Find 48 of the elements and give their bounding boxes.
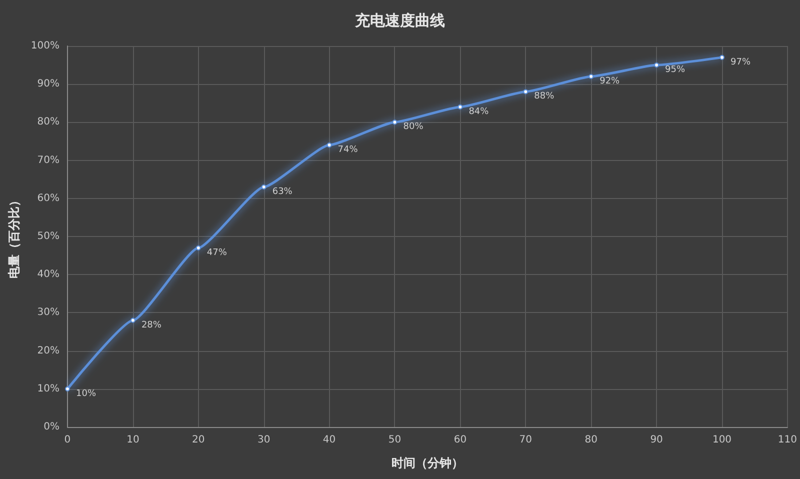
x-tick-label: 40 — [322, 434, 336, 446]
y-tick-label: 10% — [37, 383, 60, 394]
point — [196, 245, 201, 250]
y-tick-label: 20% — [37, 345, 60, 356]
data-label: 80% — [403, 122, 424, 132]
point — [588, 74, 594, 79]
data-label: 28% — [141, 320, 162, 330]
point — [654, 62, 660, 68]
y-tick-label: 60% — [37, 192, 60, 204]
x-tick-label: 100 — [712, 434, 732, 446]
y-tick-label: 50% — [37, 231, 60, 242]
x-tick-label: 110 — [778, 434, 798, 446]
point — [261, 184, 266, 190]
chart-title: 充电速度曲线 — [354, 12, 445, 30]
data-label: 95% — [665, 65, 686, 76]
data-label: 97% — [730, 57, 751, 68]
data-label: 84% — [468, 106, 490, 117]
data-label: 74% — [338, 145, 358, 156]
data-label: 92% — [600, 76, 620, 86]
y-tick-label: 90% — [37, 78, 60, 90]
data-label: 63% — [272, 186, 293, 197]
x-tick-label: 20 — [192, 434, 205, 446]
data-label: 10% — [76, 388, 96, 399]
x-tick-label: 50 — [388, 434, 402, 446]
point — [64, 386, 70, 392]
data-label: 88% — [534, 92, 555, 102]
y-tick-label: 0% — [44, 422, 60, 432]
x-tick-label: 60 — [454, 434, 467, 446]
point — [326, 142, 332, 148]
y-tick-label: 40% — [37, 269, 60, 280]
x-tick-label: 30 — [257, 434, 270, 446]
y-axis-title: 电量（百分比） — [7, 194, 21, 278]
y-tick-label: 30% — [37, 307, 60, 318]
point — [458, 104, 463, 110]
x-tick-label: 90 — [650, 434, 663, 446]
point — [392, 120, 398, 125]
y-tick-label: 70% — [37, 154, 60, 166]
x-tick-label: 0 — [64, 434, 71, 446]
x-tick-label: 70 — [519, 434, 532, 446]
x-axis-title: 时间（分钟） — [391, 456, 464, 470]
y-tick-label: 80% — [37, 116, 60, 128]
x-tick-label: 10 — [126, 434, 140, 446]
y-tick-label: 100% — [30, 40, 60, 52]
point — [720, 54, 725, 60]
point — [130, 318, 136, 323]
x-tick-label: 80 — [584, 434, 598, 446]
data-label: 47% — [206, 248, 228, 258]
point — [523, 89, 528, 94]
